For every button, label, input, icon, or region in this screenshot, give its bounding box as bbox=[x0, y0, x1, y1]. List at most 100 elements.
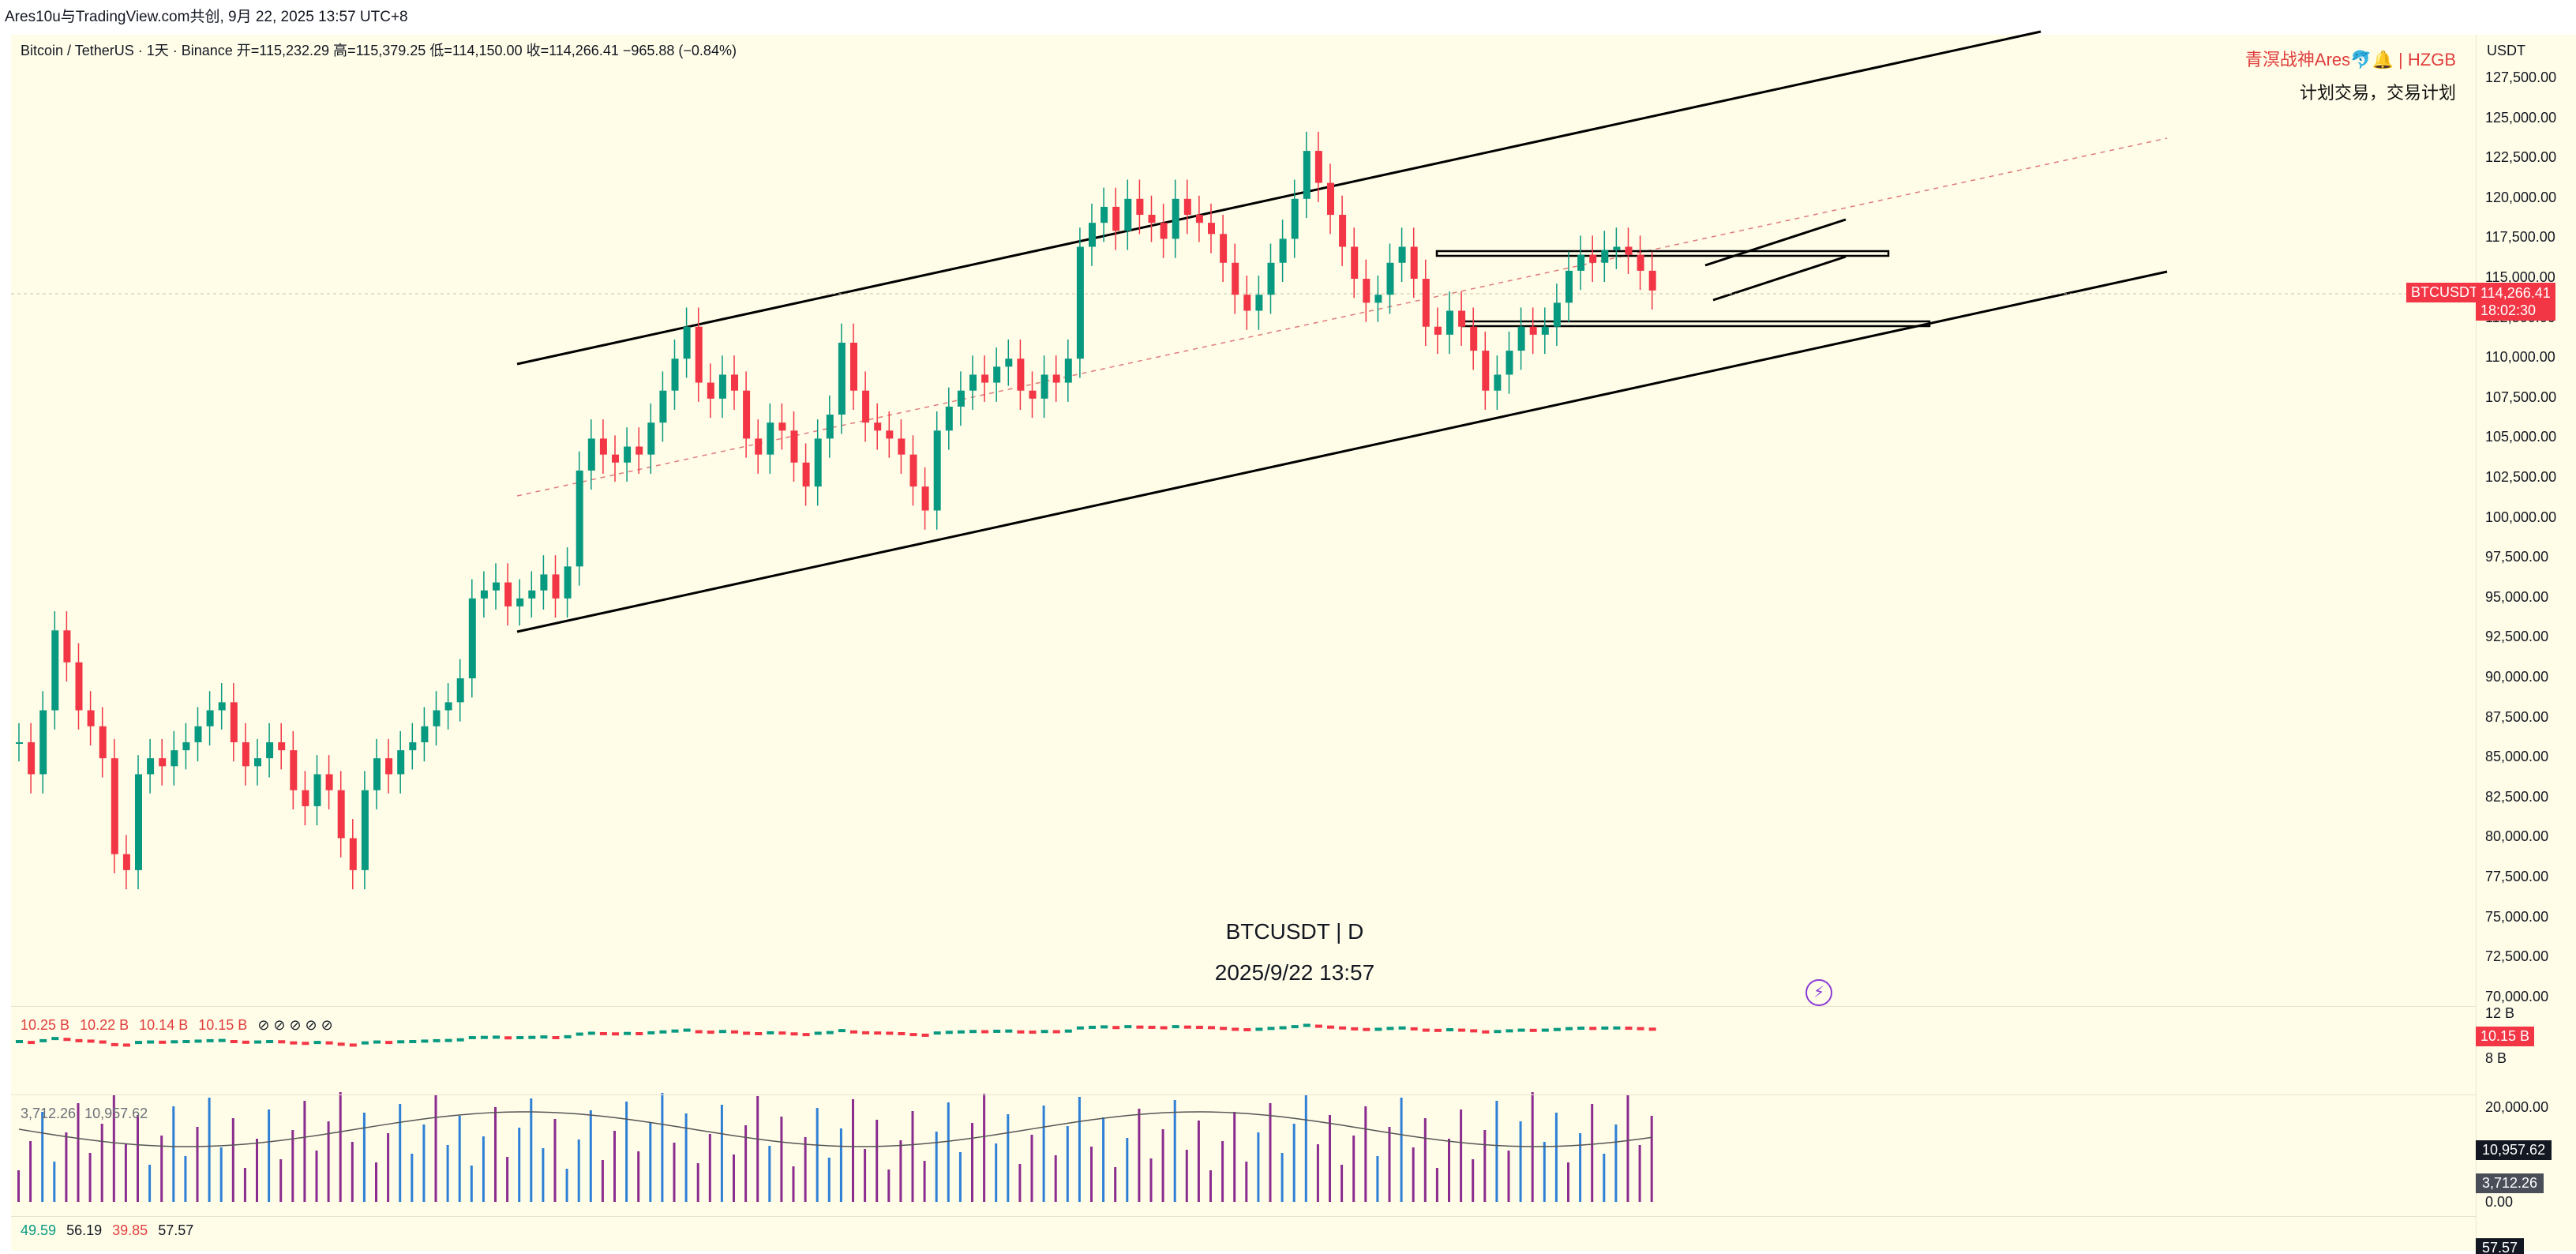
price-axis[interactable] bbox=[2476, 35, 2576, 1251]
candle-body bbox=[1589, 254, 1597, 263]
candle-body bbox=[147, 758, 155, 775]
indicator1-bar bbox=[1041, 1030, 1048, 1034]
candle-body bbox=[290, 750, 298, 790]
indicator1-bar bbox=[421, 1039, 429, 1043]
volume-bar bbox=[77, 1103, 80, 1202]
indicator1-bar bbox=[1017, 1030, 1025, 1034]
ind2-tag-1: 10,957.62 bbox=[2476, 1140, 2552, 1160]
candle-body bbox=[612, 454, 619, 463]
volume-bar bbox=[899, 1140, 902, 1202]
legend-text: Bitcoin / TetherUS · 1天 · Binance 开=115,… bbox=[21, 43, 737, 58]
candle-body bbox=[1112, 206, 1120, 231]
volume-bar bbox=[137, 1115, 139, 1202]
indicator1-bar bbox=[290, 1041, 298, 1045]
price-tick: 120,000.00 bbox=[2485, 189, 2557, 205]
candle-body bbox=[778, 422, 786, 431]
candle-body bbox=[898, 438, 906, 455]
volume-bar bbox=[911, 1111, 914, 1202]
indicator1-bar bbox=[1220, 1027, 1228, 1031]
indicator1-bar bbox=[957, 1030, 965, 1034]
candle-body bbox=[1243, 295, 1251, 311]
indicator1-bar bbox=[695, 1030, 703, 1034]
candle-body bbox=[349, 838, 357, 870]
volume-bar bbox=[1614, 1124, 1618, 1202]
candle-body bbox=[671, 359, 679, 391]
candle-body bbox=[1220, 234, 1228, 263]
indicator1-bar bbox=[552, 1036, 560, 1039]
hidden-eye-icon[interactable]: ⊘ ⊘ ⊘ ⊘ ⊘ bbox=[257, 1017, 333, 1033]
candle-body bbox=[1541, 326, 1549, 335]
indicator1-bar bbox=[75, 1038, 83, 1042]
ind2-value-1: 3,712.26 bbox=[21, 1106, 77, 1121]
price-tick: 75,000.00 bbox=[2485, 908, 2549, 925]
resistance-zone bbox=[1435, 250, 1890, 257]
candle-body bbox=[266, 742, 274, 759]
candle-body bbox=[826, 415, 834, 439]
candle-body bbox=[480, 590, 488, 599]
indicator1-bar bbox=[624, 1031, 632, 1035]
chart-pane[interactable] bbox=[11, 35, 2476, 1251]
symbol-price-label: BTCUSDT bbox=[2406, 283, 2483, 302]
pane-divider-2[interactable] bbox=[11, 1094, 2476, 1095]
volume-bar bbox=[768, 1146, 771, 1202]
price-tick: 77,500.00 bbox=[2485, 869, 2549, 884]
candle-body bbox=[909, 454, 917, 487]
candle-body bbox=[1232, 262, 1239, 295]
candle-body bbox=[1089, 223, 1096, 247]
indicator1-bar bbox=[1470, 1029, 1478, 1033]
watermark-datetime: 2025/9/22 13:57 bbox=[1214, 960, 1375, 985]
volume-bar bbox=[1364, 1106, 1367, 1202]
indicator1-bar bbox=[1136, 1025, 1144, 1029]
candle-body bbox=[1279, 238, 1287, 263]
ind3-value-1: 49.59 bbox=[21, 1222, 57, 1238]
volume-bar bbox=[208, 1098, 211, 1202]
candle-body bbox=[1565, 270, 1573, 303]
candle-body bbox=[218, 702, 226, 711]
candle-body bbox=[1041, 374, 1048, 399]
volume-bar bbox=[65, 1132, 68, 1202]
volume-bar bbox=[1018, 1164, 1022, 1202]
price-tick: 107,500.00 bbox=[2485, 389, 2557, 405]
candle-body bbox=[1601, 250, 1609, 263]
candle-body bbox=[1136, 198, 1144, 216]
candle-body bbox=[755, 438, 763, 455]
indicator1-bar bbox=[1291, 1025, 1299, 1029]
candle-body bbox=[444, 702, 452, 711]
indicator1-bar bbox=[826, 1031, 834, 1034]
indicator1-bar bbox=[814, 1031, 822, 1035]
volume-bar bbox=[1173, 1100, 1176, 1202]
volume-bar bbox=[279, 1159, 283, 1202]
volume-bar bbox=[1591, 1104, 1594, 1202]
indicator1-bar bbox=[647, 1031, 655, 1034]
indicator1-bar bbox=[1183, 1025, 1191, 1029]
indicator1-bar bbox=[1541, 1028, 1549, 1032]
lightning-icon[interactable]: ⚡ bbox=[1805, 979, 1832, 1006]
candle-body bbox=[397, 750, 405, 775]
indicator1-bar bbox=[1363, 1027, 1370, 1031]
volume-bar bbox=[1304, 1094, 1307, 1202]
indicator1-bar bbox=[433, 1038, 441, 1042]
volume-bar bbox=[839, 1128, 842, 1202]
volume-bar bbox=[243, 1168, 246, 1202]
indicator1-bar bbox=[480, 1035, 488, 1039]
candle-body bbox=[1148, 215, 1156, 223]
volume-bar bbox=[1149, 1158, 1153, 1202]
ind1-value-2: 10.22 B bbox=[80, 1017, 129, 1033]
candle-body bbox=[683, 326, 691, 359]
indicator1-bar bbox=[1064, 1029, 1072, 1033]
candle-body bbox=[194, 726, 202, 742]
volume-bar bbox=[577, 1139, 580, 1202]
volume-bar bbox=[1292, 1124, 1295, 1202]
indicator1-bar bbox=[456, 1038, 464, 1042]
candle-body bbox=[16, 742, 23, 744]
indicator1-bar bbox=[1303, 1023, 1310, 1027]
brand-line-1: 青溟战神Ares🐬🔔 | HZGB bbox=[2244, 50, 2456, 69]
pane-divider-1[interactable] bbox=[11, 1006, 2476, 1007]
volume-bar bbox=[1090, 1147, 1093, 1202]
indicator1-bar bbox=[671, 1029, 679, 1033]
candle-body bbox=[993, 366, 1001, 383]
volume-bar bbox=[1233, 1112, 1236, 1202]
indicator1-bar bbox=[790, 1032, 798, 1036]
pane-divider-3[interactable] bbox=[11, 1216, 2476, 1217]
